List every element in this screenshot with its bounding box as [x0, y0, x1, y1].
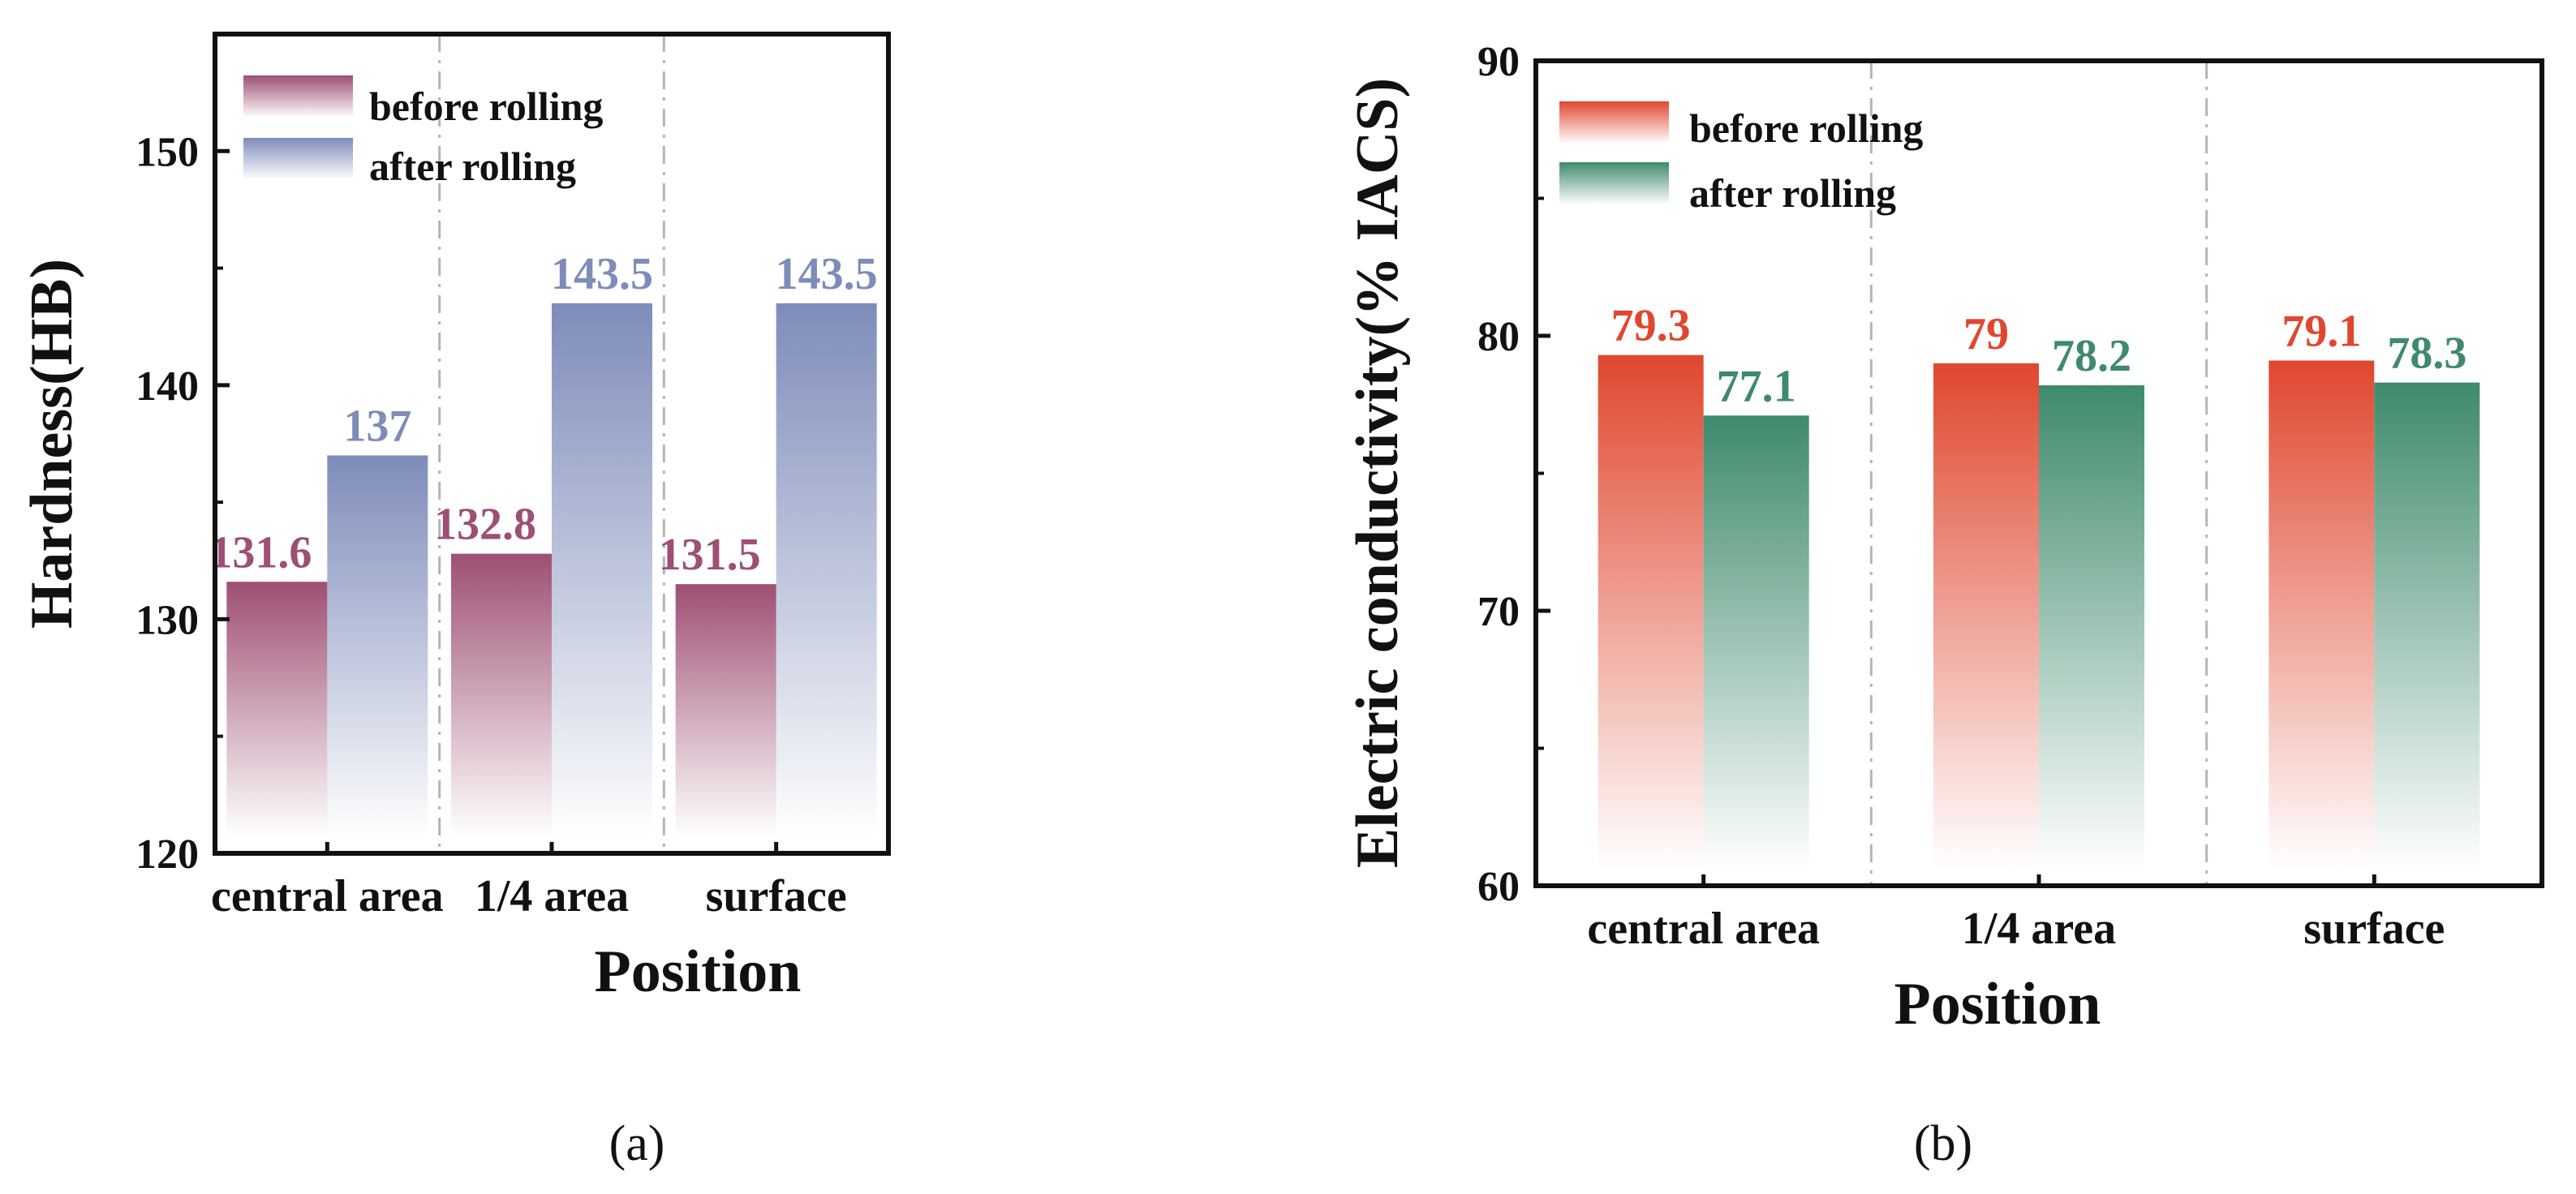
- bar-after-rolling-1-4-area: [2039, 385, 2144, 870]
- x-axis-title: Position: [1894, 971, 2101, 1037]
- legend-label-after-rolling: after rolling: [369, 144, 576, 189]
- data-label-before-rolling-surface: 131.5: [659, 530, 761, 580]
- bar-after-rolling-central-area: [327, 455, 428, 837]
- x-tick-label-surface: surface: [706, 871, 847, 921]
- y-tick-label-150: 150: [135, 129, 199, 175]
- y-tick-label-130: 130: [135, 597, 199, 643]
- data-label-after-rolling-central-area: 77.1: [1717, 361, 1796, 411]
- bar-after-rolling-central-area: [1703, 415, 1809, 870]
- legend-swatch-before-rolling: [1559, 101, 1669, 144]
- y-axis-title: Electric conductivity(% IACS): [1344, 78, 1411, 868]
- y-tick-label-70: 70: [1477, 589, 1520, 635]
- y-tick-label-140: 140: [135, 363, 199, 410]
- data-label-before-rolling-central-area: 79.3: [1611, 301, 1691, 351]
- panel-label-b: (b): [1914, 1116, 1972, 1171]
- legend-swatch-before-rolling: [243, 75, 353, 118]
- conductivity-chart: 79.3 77.1 79 78.2 79.1 78.3 60 70 80 90 central …: [1344, 39, 2544, 1171]
- x-tick-label-central-area: central area: [1587, 904, 1820, 954]
- data-label-before-rolling-central-area: 131.6: [209, 527, 312, 578]
- bar-before-rolling-1-4-area: [451, 553, 552, 837]
- data-label-before-rolling-1-4-area: 132.8: [434, 500, 536, 550]
- y-tick-label-90: 90: [1477, 39, 1520, 85]
- bar-before-rolling-surface: [2269, 360, 2375, 870]
- x-tick-label-surface: surface: [2303, 904, 2445, 954]
- x-tick-label-1-4-area: 1/4 area: [1962, 904, 2116, 954]
- legend-label-before-rolling: before rolling: [369, 84, 603, 129]
- panel-label-a: (a): [609, 1116, 665, 1171]
- y-tick-label-80: 80: [1477, 314, 1520, 360]
- legend: before rolling after rolling: [1559, 101, 1923, 216]
- x-axis-title: Position: [595, 938, 802, 1005]
- x-tick-label-central-area: central area: [211, 871, 444, 921]
- data-label-after-rolling-surface: 78.3: [2387, 329, 2466, 379]
- y-tick-label-120: 120: [135, 831, 199, 878]
- data-label-after-rolling-central-area: 137: [343, 401, 411, 451]
- bar-before-rolling-1-4-area: [1933, 363, 2039, 870]
- bar-after-rolling-1-4-area: [552, 303, 652, 837]
- bar-after-rolling-surface: [776, 303, 877, 837]
- data-label-after-rolling-1-4-area: 78.2: [2052, 331, 2131, 381]
- legend: before rolling after rolling: [243, 75, 603, 189]
- hardness-chart: 131.6 137 132.8 143.5 131.5 143.5 120 130 140 15…: [19, 32, 891, 1171]
- legend-label-after-rolling: after rolling: [1689, 170, 1896, 216]
- data-label-before-rolling-surface: 79.1: [2281, 307, 2361, 357]
- data-label-after-rolling-1-4-area: 143.5: [551, 249, 653, 299]
- data-label-after-rolling-surface: 143.5: [776, 249, 878, 299]
- legend-swatch-after-rolling: [243, 138, 353, 180]
- data-label-before-rolling-1-4-area: 79: [1963, 309, 2009, 359]
- bar-before-rolling-central-area: [226, 582, 328, 837]
- y-axis-title: Hardness(HB): [19, 259, 85, 629]
- y-tick-label-60: 60: [1477, 864, 1520, 910]
- legend-swatch-after-rolling: [1559, 162, 1669, 204]
- x-tick-label-1-4-area: 1/4 area: [475, 871, 629, 921]
- legend-label-before-rolling: before rolling: [1689, 105, 1923, 151]
- bar-after-rolling-surface: [2374, 382, 2480, 870]
- bar-before-rolling-surface: [675, 584, 776, 837]
- bar-before-rolling-central-area: [1598, 354, 1704, 870]
